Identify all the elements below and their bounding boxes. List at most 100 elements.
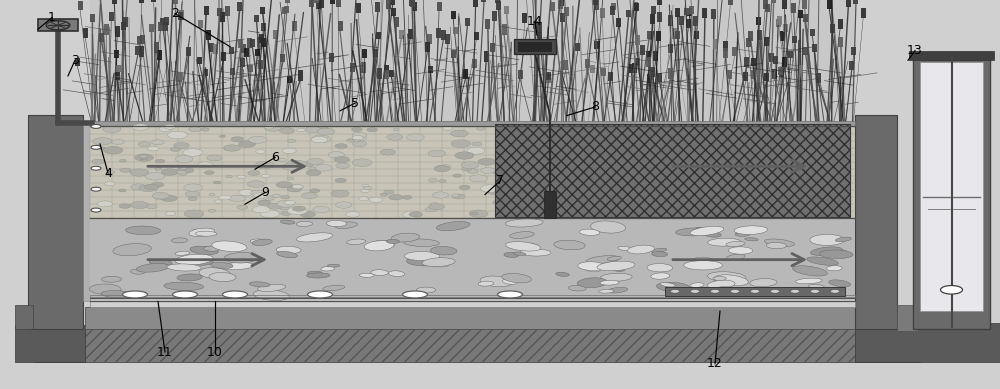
Circle shape bbox=[313, 125, 328, 131]
Ellipse shape bbox=[807, 257, 838, 265]
Circle shape bbox=[489, 186, 498, 190]
Circle shape bbox=[721, 164, 736, 170]
Bar bbox=[803, 14, 808, 22]
Circle shape bbox=[359, 197, 369, 201]
Circle shape bbox=[603, 185, 613, 189]
Bar bbox=[751, 70, 756, 79]
Circle shape bbox=[704, 184, 714, 187]
Circle shape bbox=[180, 166, 188, 169]
Circle shape bbox=[496, 199, 508, 204]
Bar bbox=[757, 30, 762, 40]
Circle shape bbox=[284, 200, 295, 205]
Circle shape bbox=[175, 156, 193, 163]
Circle shape bbox=[674, 180, 684, 185]
Ellipse shape bbox=[745, 238, 758, 241]
Circle shape bbox=[433, 192, 449, 198]
Ellipse shape bbox=[149, 259, 172, 266]
Bar bbox=[853, 0, 858, 5]
Circle shape bbox=[784, 174, 798, 179]
Circle shape bbox=[676, 177, 689, 182]
Bar bbox=[465, 18, 470, 26]
Circle shape bbox=[670, 289, 680, 293]
Bar bbox=[616, 18, 621, 27]
Bar bbox=[15, 305, 33, 329]
Bar bbox=[241, 44, 246, 53]
Ellipse shape bbox=[407, 257, 442, 266]
Circle shape bbox=[201, 128, 209, 131]
Bar bbox=[635, 58, 640, 65]
Bar bbox=[350, 63, 355, 72]
Ellipse shape bbox=[607, 256, 621, 261]
Bar bbox=[743, 72, 748, 81]
Ellipse shape bbox=[250, 239, 264, 243]
Bar bbox=[851, 47, 856, 55]
Bar bbox=[629, 64, 634, 73]
Ellipse shape bbox=[173, 291, 198, 298]
Circle shape bbox=[135, 154, 154, 161]
Bar bbox=[798, 65, 803, 73]
Circle shape bbox=[581, 125, 594, 130]
Circle shape bbox=[287, 186, 302, 192]
Circle shape bbox=[137, 156, 144, 158]
Bar bbox=[518, 70, 523, 79]
Bar bbox=[633, 2, 638, 11]
Ellipse shape bbox=[568, 286, 586, 291]
Bar bbox=[732, 47, 737, 56]
Bar bbox=[776, 19, 781, 26]
Bar bbox=[121, 22, 126, 30]
Circle shape bbox=[488, 190, 500, 195]
Circle shape bbox=[267, 203, 283, 209]
Circle shape bbox=[118, 189, 126, 192]
Circle shape bbox=[428, 150, 446, 157]
Circle shape bbox=[214, 200, 222, 203]
Ellipse shape bbox=[402, 291, 428, 298]
Ellipse shape bbox=[735, 232, 750, 236]
Ellipse shape bbox=[707, 272, 746, 282]
Circle shape bbox=[91, 124, 101, 128]
Bar bbox=[838, 19, 843, 29]
Circle shape bbox=[453, 174, 462, 177]
Bar bbox=[668, 44, 673, 53]
Circle shape bbox=[335, 178, 346, 182]
Bar bbox=[838, 37, 843, 47]
Circle shape bbox=[536, 201, 543, 203]
Circle shape bbox=[511, 185, 528, 192]
Bar bbox=[485, 19, 490, 29]
Circle shape bbox=[363, 186, 372, 189]
Text: 7: 7 bbox=[496, 174, 504, 187]
Circle shape bbox=[821, 200, 833, 205]
Circle shape bbox=[317, 128, 335, 135]
Ellipse shape bbox=[810, 234, 844, 245]
Bar bbox=[564, 7, 569, 16]
Ellipse shape bbox=[523, 243, 539, 247]
Circle shape bbox=[798, 170, 805, 173]
Bar bbox=[157, 50, 162, 60]
Ellipse shape bbox=[323, 285, 345, 291]
Bar bbox=[788, 51, 793, 58]
Circle shape bbox=[258, 200, 271, 205]
Bar bbox=[238, 39, 243, 47]
Ellipse shape bbox=[130, 269, 145, 274]
Circle shape bbox=[306, 170, 321, 175]
Circle shape bbox=[830, 289, 840, 293]
Bar bbox=[861, 7, 866, 18]
Circle shape bbox=[155, 168, 162, 170]
Bar bbox=[647, 31, 652, 39]
Circle shape bbox=[622, 127, 640, 133]
Ellipse shape bbox=[209, 272, 236, 282]
Bar bbox=[221, 53, 226, 61]
Ellipse shape bbox=[579, 229, 600, 235]
Circle shape bbox=[406, 134, 424, 141]
Ellipse shape bbox=[177, 274, 202, 281]
Bar bbox=[178, 72, 183, 79]
Circle shape bbox=[472, 142, 482, 146]
Circle shape bbox=[737, 134, 745, 137]
Bar bbox=[783, 24, 788, 32]
Ellipse shape bbox=[308, 291, 332, 298]
Circle shape bbox=[164, 124, 176, 129]
Circle shape bbox=[674, 145, 685, 149]
Bar bbox=[694, 31, 699, 39]
Circle shape bbox=[119, 159, 126, 162]
Bar bbox=[812, 44, 817, 52]
Ellipse shape bbox=[586, 256, 620, 263]
